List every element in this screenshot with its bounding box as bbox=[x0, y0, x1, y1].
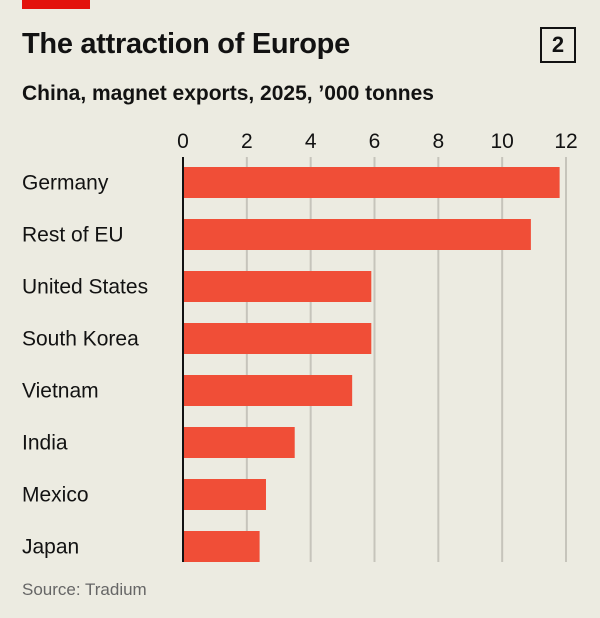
category-label: Mexico bbox=[22, 484, 89, 507]
category-label: South Korea bbox=[22, 328, 139, 351]
x-tick-label: 6 bbox=[369, 130, 381, 153]
chart-title: The attraction of Europe bbox=[22, 28, 350, 60]
bar-rest-of-eu bbox=[183, 219, 531, 250]
category-label: India bbox=[22, 432, 68, 455]
x-tick-label: 12 bbox=[554, 130, 577, 153]
category-label: Rest of EU bbox=[22, 224, 124, 247]
category-label: United States bbox=[22, 276, 148, 299]
brand-tag bbox=[22, 0, 90, 9]
chart-subtitle: China, magnet exports, 2025, ’000 tonnes bbox=[22, 82, 434, 105]
category-label: Germany bbox=[22, 172, 109, 195]
bar-vietnam bbox=[183, 375, 353, 406]
bar-united-states bbox=[183, 271, 372, 302]
category-label: Japan bbox=[22, 536, 79, 559]
x-tick-label: 2 bbox=[241, 130, 253, 153]
x-tick-label: 10 bbox=[490, 130, 513, 153]
bar-japan bbox=[183, 531, 260, 562]
bar-germany bbox=[183, 167, 560, 198]
source-note: Source: Tradium bbox=[22, 580, 147, 599]
category-label: Vietnam bbox=[22, 380, 99, 403]
chart-number-badge: 2 bbox=[540, 27, 576, 63]
bar-mexico bbox=[183, 479, 266, 510]
bar-south-korea bbox=[183, 323, 372, 354]
x-tick-label: 4 bbox=[305, 130, 317, 153]
bar-india bbox=[183, 427, 295, 458]
x-tick-label: 8 bbox=[432, 130, 444, 153]
x-tick-label: 0 bbox=[177, 130, 189, 153]
